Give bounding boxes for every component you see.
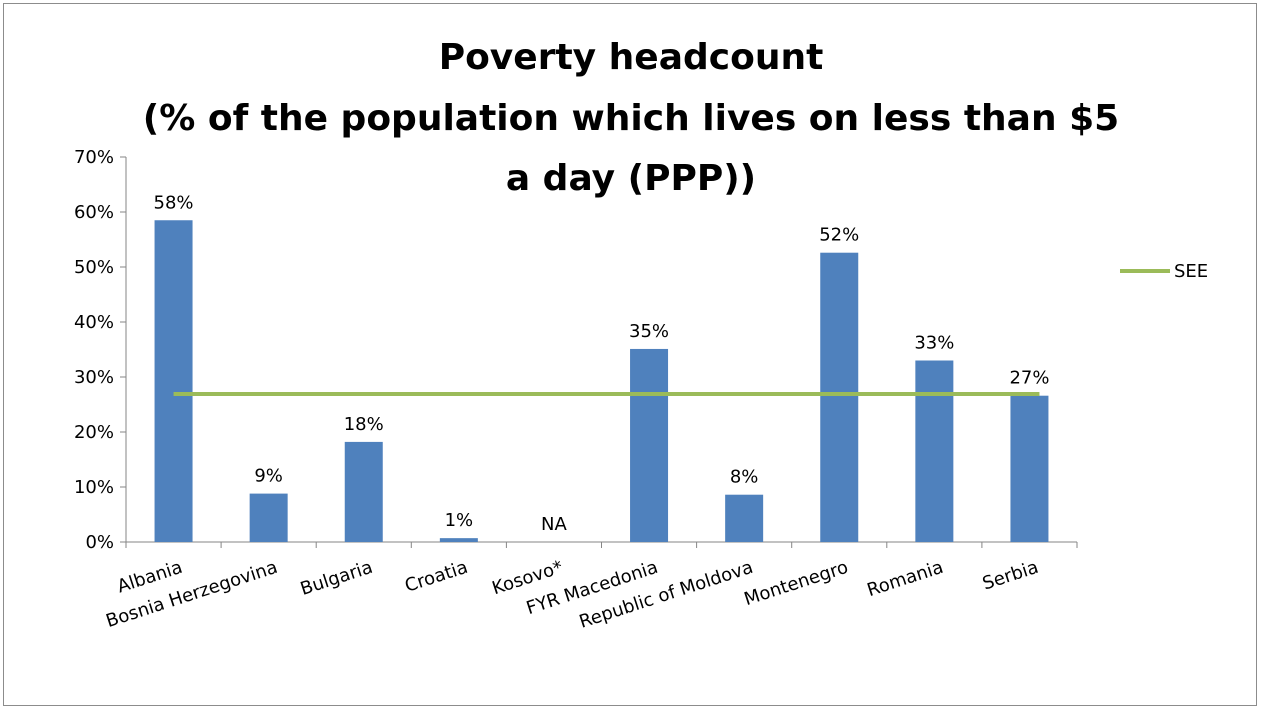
y-tick-label: 60% [74, 202, 114, 223]
y-tick-label: 10% [74, 477, 114, 498]
bar [344, 441, 383, 542]
y-tick-label: 70% [74, 147, 114, 168]
y-tick-label: 20% [74, 422, 114, 443]
data-label: 1% [445, 510, 474, 531]
y-axis: 0% 10% 20% 30% 40% 50% 60% 70% [74, 147, 127, 553]
data-label: 27% [1009, 368, 1049, 389]
x-category-label: Bulgaria [298, 557, 375, 600]
data-label: 8% [730, 467, 759, 488]
legend-label-see: SEE [1174, 261, 1208, 282]
chart-title-line-1: Poverty headcount [439, 37, 824, 78]
bar [820, 252, 859, 542]
bar [439, 538, 478, 542]
bar [249, 493, 288, 542]
data-label: 52% [819, 225, 859, 246]
data-label: 33% [914, 333, 954, 354]
data-label: 18% [344, 414, 384, 435]
x-category-label: Croatia [402, 557, 470, 597]
data-label: 58% [154, 192, 194, 213]
chart: Poverty headcount (% of the population wh… [74, 37, 1208, 633]
data-label: 35% [629, 321, 669, 342]
bar [725, 494, 764, 542]
chart-title: Poverty headcount (% of the population wh… [143, 37, 1119, 199]
data-label: NA [541, 514, 567, 535]
legend: SEE [1120, 261, 1208, 282]
y-tick-label: 40% [74, 312, 114, 333]
data-label: 9% [254, 466, 283, 487]
chart-frame: Poverty headcount (% of the population wh… [3, 3, 1257, 706]
chart-title-line-3: a day (PPP)) [506, 158, 756, 199]
y-tick-label: 0% [85, 532, 114, 553]
bar-series [154, 220, 1049, 542]
chart-title-line-2: (% of the population which lives on less… [143, 98, 1119, 139]
x-category-label: Romania [865, 557, 946, 601]
x-category-label: Serbia [980, 557, 1041, 595]
bar [630, 348, 669, 542]
bar [915, 360, 954, 542]
bar [1010, 395, 1049, 542]
y-tick-label: 30% [74, 367, 114, 388]
data-labels: 58% 9% 18% 1% NA 35% 8% 52% 33% 27% [154, 192, 1050, 535]
x-category-label: Montenegro [742, 557, 851, 610]
bar [154, 220, 193, 542]
y-tick-label: 50% [74, 257, 114, 278]
